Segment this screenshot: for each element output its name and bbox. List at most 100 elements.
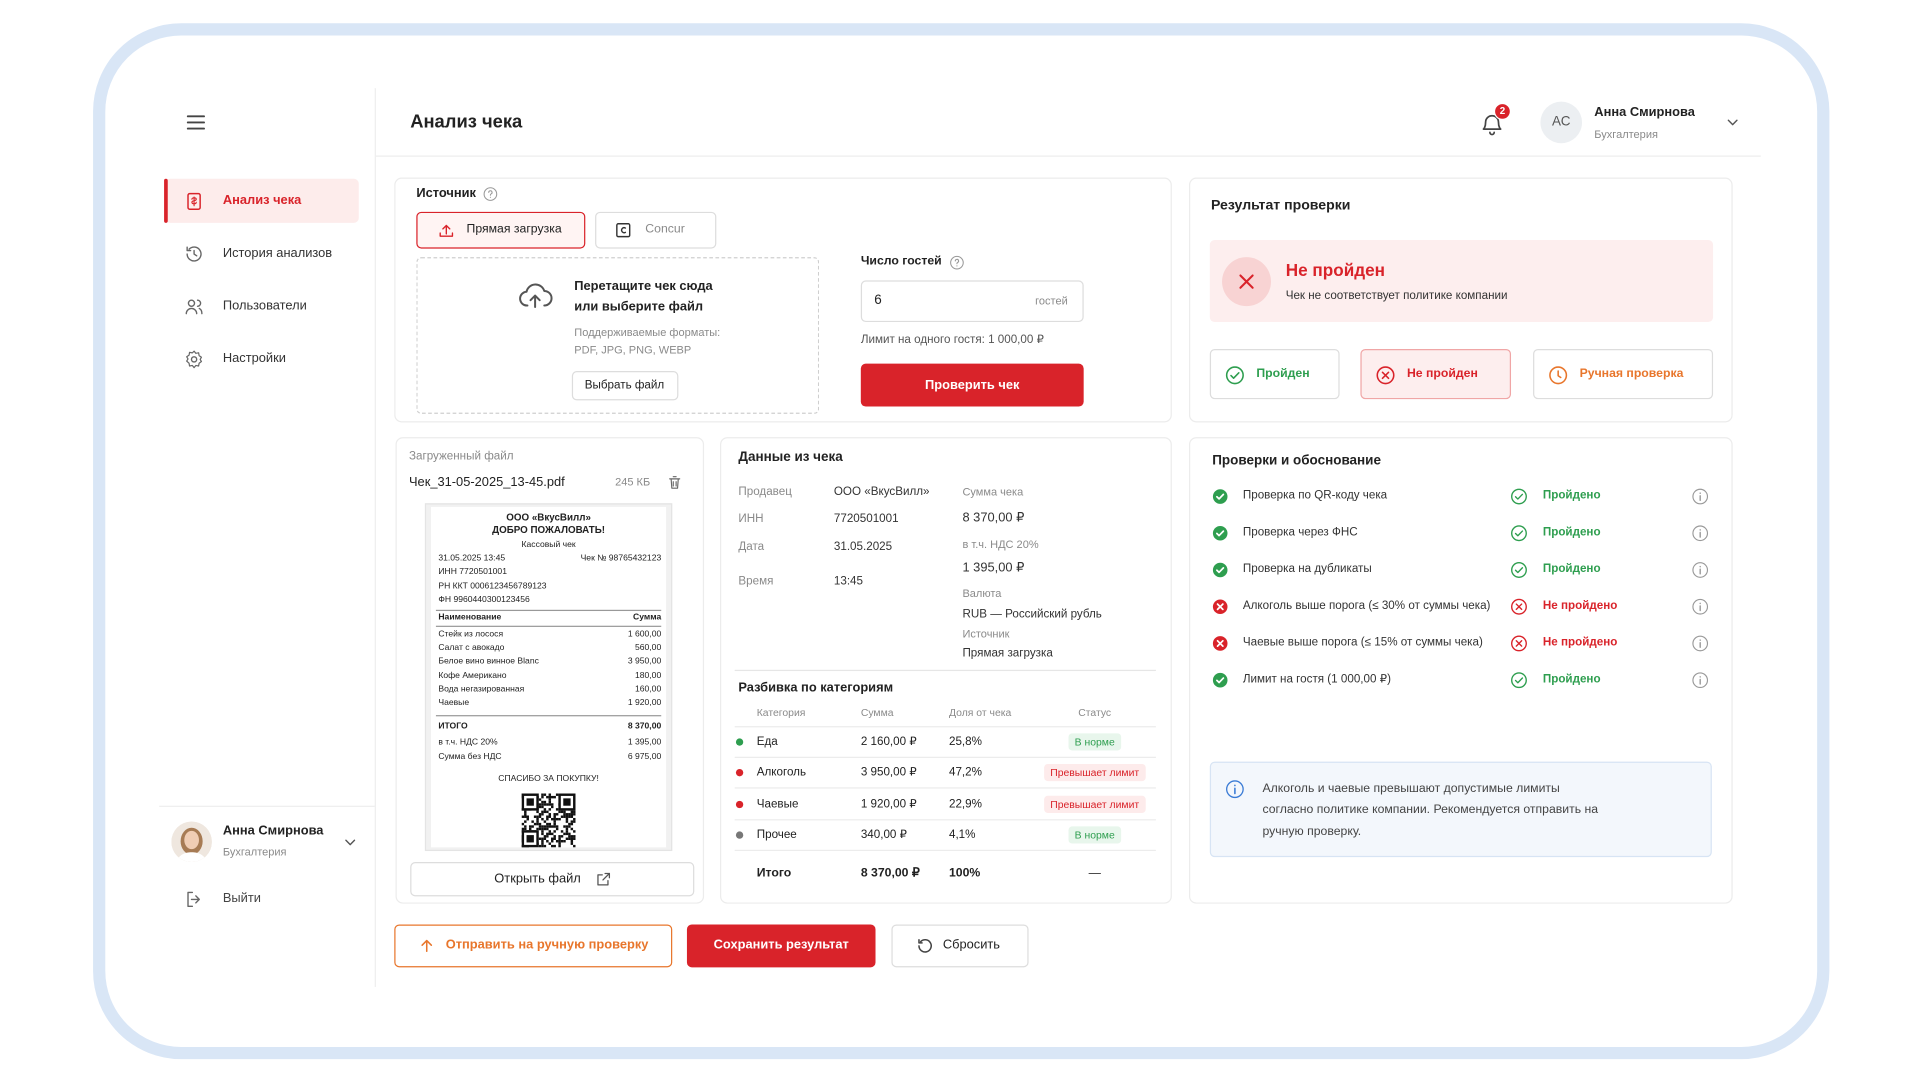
save-label[interactable]: Сохранить результат: [713, 937, 849, 953]
help-icon: [482, 186, 498, 202]
icon-shape: [548, 830, 552, 833]
icon-shape: [548, 813, 552, 816]
nav-item[interactable]: Анализ чека: [222, 193, 302, 208]
result-option-label[interactable]: Ручная проверка: [1579, 367, 1684, 381]
receipt-fn: ФН 9960440300123456: [438, 596, 530, 605]
icon-shape: [553, 795, 556, 799]
icon-shape: [536, 827, 539, 831]
check-result: Пройдено: [1542, 672, 1601, 687]
check-info-button[interactable]: [1690, 634, 1708, 652]
notifications-bell[interactable]: [1479, 111, 1505, 137]
result-option-icon: [1374, 364, 1395, 385]
table-rule: [734, 756, 1156, 758]
icon-shape: [185, 349, 202, 368]
icon-shape: [1548, 365, 1567, 384]
icon-shape: [420, 939, 432, 952]
receipt-item-name: Чаевые: [438, 698, 470, 708]
icon-shape: [185, 245, 202, 262]
icon-shape: [616, 223, 631, 238]
check-button[interactable]: [860, 363, 1084, 407]
nav-item[interactable]: История анализов: [222, 245, 333, 261]
save-button[interactable]: [686, 924, 876, 968]
icon-shape: [669, 476, 681, 489]
check-button-label[interactable]: Проверить чек: [925, 378, 1020, 393]
icon-shape: [176, 852, 207, 863]
sidebar-user-chevron[interactable]: [342, 834, 359, 851]
icon-shape: [546, 822, 549, 826]
receipt-datetime: 31.05.2025 13:45: [438, 554, 506, 564]
icon-shape: [548, 825, 552, 828]
icon-shape: [541, 825, 544, 828]
check-info-button[interactable]: [1690, 487, 1708, 505]
source-label: Источник: [416, 185, 476, 201]
source-tab-inactive[interactable]: [595, 211, 717, 249]
icon-shape: [570, 810, 574, 814]
summary-value: RUB — Российский рубль: [962, 607, 1102, 622]
choose-file-label[interactable]: Выбрать файл: [584, 378, 665, 393]
dropzone[interactable]: [416, 257, 820, 414]
icon-shape: [1510, 634, 1527, 651]
icon-shape: [570, 842, 574, 845]
category-dot: [735, 769, 744, 777]
icon-shape: [568, 813, 571, 816]
nav-item[interactable]: Настройки: [222, 351, 286, 366]
nav-icon: [183, 243, 204, 264]
guests-input[interactable]: [860, 280, 1084, 323]
header-user-chevron[interactable]: [1724, 114, 1741, 131]
menu-button[interactable]: [184, 110, 208, 134]
icon-shape: [563, 832, 566, 836]
source-tab[interactable]: Concur: [645, 222, 685, 237]
icon-shape: [548, 815, 552, 818]
result-option[interactable]: [1209, 348, 1340, 400]
icon-shape: [1514, 529, 1523, 536]
result-option[interactable]: [1533, 348, 1714, 400]
icon-shape: [553, 830, 556, 833]
reset-label[interactable]: Сбросить: [942, 937, 1001, 953]
icon-shape: [533, 822, 537, 826]
check-status-icon: [1212, 598, 1228, 614]
icon-shape: [558, 837, 561, 840]
check-name: Проверка на дубликаты: [1242, 562, 1372, 576]
icon-shape: [538, 844, 542, 848]
check-name: Проверка через ФНС: [1242, 525, 1358, 540]
result-option-label[interactable]: Не пройден: [1406, 367, 1478, 381]
icon-shape: [558, 844, 561, 848]
nav-item[interactable]: Пользователи: [222, 298, 307, 314]
icon-shape: [533, 815, 537, 818]
total-sum: 8 370,00 ₽: [860, 866, 920, 881]
icon-shape: [546, 840, 549, 843]
open-file-button[interactable]: [410, 862, 695, 897]
source-tab[interactable]: Прямая загрузка: [466, 222, 562, 237]
icon-shape: [1225, 779, 1244, 798]
icon-shape: [1375, 365, 1394, 384]
note-text: Алкоголь и чаевые превышают допустимые л…: [1262, 782, 1560, 796]
check-info-button[interactable]: [1690, 560, 1708, 578]
icon-shape: [524, 813, 527, 816]
nav-item-active-bg[interactable]: [165, 178, 359, 223]
receipt-item-name: Кофе Американо: [438, 671, 507, 681]
icon-shape: [543, 793, 547, 796]
category-sum: 3 950,00 ₽: [860, 766, 917, 780]
manual-review-button[interactable]: [394, 924, 673, 968]
choose-file-button[interactable]: [571, 371, 679, 401]
icon-shape: [1510, 487, 1527, 504]
icon-shape: [538, 825, 542, 828]
check-info-button[interactable]: [1690, 670, 1708, 688]
icon-shape: [555, 808, 559, 811]
reset-button[interactable]: [891, 924, 1029, 968]
check-name: Алкоголь выше порога (≤ 30% от суммы чек…: [1242, 599, 1491, 613]
open-file-label[interactable]: Открыть файл: [494, 871, 581, 887]
logout-label[interactable]: Выйти: [222, 891, 261, 906]
check-info-button[interactable]: [1690, 597, 1708, 615]
icon-shape: [1510, 561, 1527, 578]
source-tab-active[interactable]: [416, 211, 586, 249]
result-option-label[interactable]: Пройден: [1256, 367, 1310, 381]
logout-icon[interactable]: [183, 888, 204, 909]
field-label: Продавец: [738, 485, 792, 499]
icon-shape: [1691, 488, 1708, 504]
check-info-button[interactable]: [1690, 523, 1708, 541]
manual-review-label[interactable]: Отправить на ручную проверку: [445, 937, 649, 953]
icon-shape: [541, 832, 544, 836]
delete-file-button[interactable]: [666, 474, 683, 491]
